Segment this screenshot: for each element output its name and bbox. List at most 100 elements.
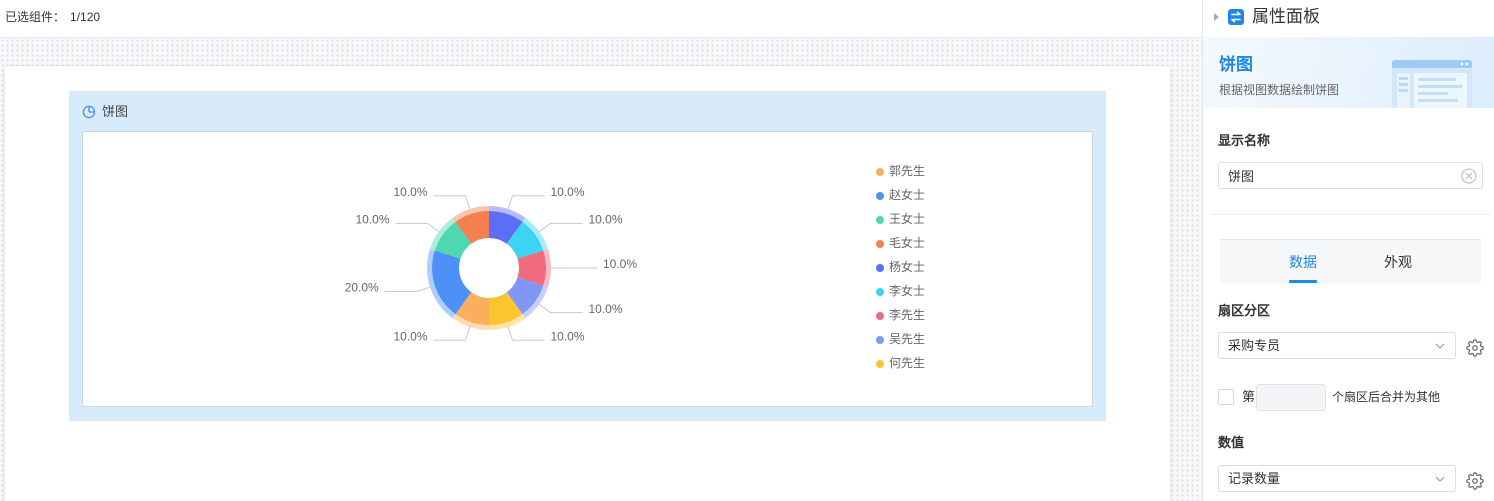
legend-marker	[876, 336, 884, 344]
chart-area: 10.0% 20.0% 10.0% 10.0% 10.0% 10.0% 10.0% 10.0%…	[82, 131, 1093, 407]
data-label: 10.0%	[393, 185, 427, 199]
legend-marker	[876, 360, 884, 368]
value-field-select-value: 记录数量	[1228, 471, 1281, 486]
data-label: 10.0%	[550, 185, 584, 199]
component-description: 根据视图数据绘制饼图	[1219, 83, 1340, 97]
merge-prefix-text: 第	[1242, 389, 1256, 404]
tab-data[interactable]: 数据	[1273, 240, 1333, 284]
sliders-icon	[1228, 9, 1244, 25]
pie-slice[interactable]	[489, 211, 523, 244]
tab-appearance[interactable]: 外观	[1368, 240, 1428, 284]
legend-item[interactable]: 何先生	[876, 356, 925, 370]
selected-components-label: 已选组件：	[5, 10, 66, 24]
display-name-field[interactable]	[1218, 162, 1483, 189]
legend-label: 李女士	[889, 283, 925, 298]
display-name-label: 显示名称	[1218, 133, 1271, 148]
data-label: 20.0%	[345, 281, 379, 295]
pie-chart-icon	[82, 105, 96, 119]
active-tab-indicator	[1289, 280, 1317, 283]
value-settings-gear-icon[interactable]	[1466, 472, 1484, 490]
display-name-input[interactable]	[1219, 163, 1459, 188]
legend-label: 李先生	[889, 307, 925, 322]
property-panel: 属性面板 饼图 根据视图数据绘制饼图 显示名称	[1202, 0, 1494, 501]
legend-item[interactable]: 李女士	[876, 283, 925, 298]
legend-marker	[876, 216, 884, 224]
legend-item[interactable]: 李先生	[876, 307, 925, 322]
legend-item[interactable]: 毛女士	[876, 235, 925, 250]
widget-title: 饼图	[102, 104, 129, 119]
pie-slice[interactable]	[506, 277, 544, 315]
pie-slice[interactable]	[455, 211, 489, 244]
sector-select-value: 采购专员	[1228, 338, 1281, 353]
pie-slice[interactable]	[506, 221, 544, 259]
legend-item[interactable]: 杨女士	[876, 259, 925, 274]
data-label: 10.0%	[588, 302, 622, 316]
legend-item[interactable]: 郭先生	[876, 164, 925, 178]
pie-slice[interactable]	[489, 292, 523, 325]
legend-marker	[876, 264, 884, 272]
pie-slice-halo	[522, 285, 548, 319]
pie-slice-halo	[427, 248, 456, 319]
pie-slice-halo	[430, 217, 456, 251]
legend-label: 杨女士	[889, 259, 925, 274]
pie-labels: 10.0% 20.0% 10.0% 10.0% 10.0% 10.0% 10.0% 10.0%…	[345, 185, 638, 344]
legend-label: 何先生	[889, 356, 925, 370]
pie-slice-halo	[489, 206, 526, 222]
pie-slice-halo	[489, 314, 526, 330]
design-canvas[interactable]: 饼图 10.0% 20.0% 10.0% 10.0% 10.0% 10.0% 10.0% 10…	[0, 38, 1202, 501]
label-line	[384, 286, 432, 292]
pie-slice[interactable]	[431, 250, 472, 315]
value-field-label: 数值	[1218, 435, 1245, 450]
legend-label: 毛女士	[889, 235, 925, 250]
pie-slice[interactable]	[455, 292, 489, 325]
pie-slice[interactable]	[517, 250, 546, 286]
window-illustration-icon	[1392, 60, 1472, 108]
legend-marker	[876, 192, 884, 200]
label-line	[433, 325, 471, 341]
clear-icon[interactable]	[1461, 168, 1477, 184]
chevron-down-icon	[1435, 476, 1445, 482]
legend-label: 吴先生	[889, 332, 925, 346]
label-line	[507, 195, 545, 211]
pie-slice-halo	[543, 248, 551, 288]
label-line	[538, 303, 583, 314]
pie-slice[interactable]	[434, 221, 472, 259]
chevron-down-icon	[1435, 343, 1445, 349]
data-label: 10.0%	[603, 257, 637, 271]
value-field-select[interactable]: 记录数量	[1218, 465, 1456, 492]
sector-settings-gear-icon[interactable]	[1466, 339, 1484, 357]
panel-tabs: 数据 外观	[1220, 239, 1481, 284]
merge-count-input[interactable]	[1256, 384, 1326, 411]
component-banner: 饼图 根据视图数据绘制饼图	[1203, 37, 1494, 108]
divider	[1212, 214, 1490, 215]
tab-appearance-label: 外观	[1384, 254, 1412, 270]
pie-slice-halo	[452, 314, 489, 330]
donut-chart: 10.0% 20.0% 10.0% 10.0% 10.0% 10.0% 10.0% 10.0%…	[345, 164, 925, 370]
merge-suffix-text: 个扇区后合并为其他	[1332, 390, 1441, 404]
legend-item[interactable]: 王女士	[876, 211, 925, 226]
label-line	[395, 222, 440, 233]
component-name: 饼图	[1219, 55, 1253, 74]
sector-select[interactable]: 采购专员	[1218, 332, 1456, 359]
legend-item[interactable]: 赵女士	[876, 187, 925, 202]
data-label: 10.0%	[393, 329, 427, 343]
label-line	[433, 195, 471, 211]
label-line	[507, 325, 545, 341]
pie-slice-halo	[452, 206, 489, 222]
legend-label: 郭先生	[889, 164, 925, 178]
top-bar: 已选组件： 1/120	[0, 0, 1202, 38]
legend-marker	[876, 312, 884, 320]
data-label: 10.0%	[550, 329, 584, 343]
data-label: 10.0%	[588, 213, 622, 227]
pie-slices	[427, 206, 551, 330]
data-label: 10.0%	[355, 213, 389, 227]
legend-item[interactable]: 吴先生	[876, 332, 925, 346]
pie-chart-widget[interactable]: 饼图 10.0% 20.0% 10.0% 10.0% 10.0% 10.0% 10.0% 10…	[69, 91, 1106, 421]
sector-label: 扇区分区	[1218, 303, 1271, 318]
legend-marker	[876, 240, 884, 248]
panel-title: 属性面板	[1252, 7, 1320, 26]
collapse-caret-icon[interactable]	[1214, 13, 1219, 21]
merge-sectors-checkbox[interactable]	[1218, 389, 1234, 405]
pie-slice-halo	[522, 217, 548, 251]
